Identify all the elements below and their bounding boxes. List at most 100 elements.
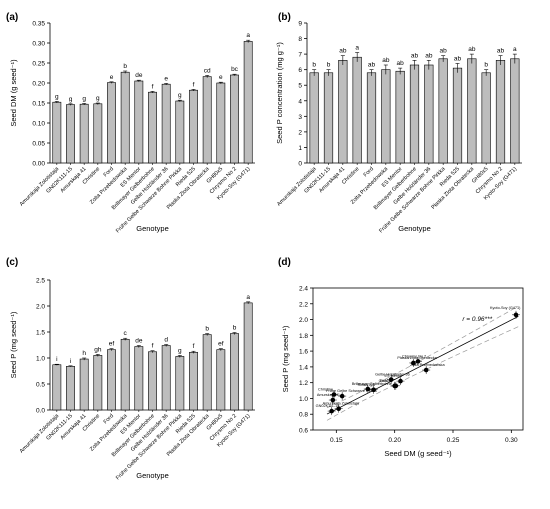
significance-letter: i [56, 356, 57, 363]
significance-letter: b [312, 62, 316, 69]
significance-letter: e [110, 74, 114, 81]
point-label: Gelbe Holzländer 36 [375, 373, 410, 377]
significance-letter: b [484, 62, 488, 69]
y-axis-title: Seed P (mg seed⁻¹) [9, 311, 18, 378]
significance-letter: a [513, 46, 517, 53]
significance-letter: a [246, 32, 250, 39]
bar [189, 89, 198, 164]
bar [309, 72, 319, 164]
y-tick-label: 0.35 [32, 21, 45, 28]
panel-b-label: (b) [278, 12, 291, 23]
y-tick-label: 5 [298, 83, 302, 90]
bar [338, 60, 348, 164]
y-tick-label: 1.4 [299, 364, 308, 371]
significance-letter: g [82, 95, 86, 102]
significance-letter: ab [497, 48, 505, 55]
significance-letter: a [355, 45, 359, 52]
x-axis-title: Genotype [398, 224, 431, 233]
bar [243, 41, 253, 164]
significance-letter: d [164, 336, 168, 343]
point-label: ES Mentor [385, 374, 404, 378]
x-axis-title: Seed DM (g seed⁻¹) [384, 449, 452, 458]
y-tick-label: 0.00 [32, 161, 45, 168]
x-axis-title: Genotype [136, 224, 169, 233]
y-tick-label: 0.30 [32, 41, 45, 48]
data-point [329, 408, 334, 414]
x-tick-label: 0.15 [330, 437, 343, 444]
x-axis-title: Genotype [136, 471, 169, 480]
bar [134, 80, 144, 164]
bar [79, 103, 89, 164]
y-tick-label: 4 [298, 98, 302, 105]
y-tick-label: 0.0 [36, 408, 45, 415]
significance-letter: f [152, 343, 154, 350]
bar [161, 345, 171, 411]
data-point [339, 393, 345, 399]
data-point [411, 360, 416, 366]
significance-letter: g [96, 95, 100, 102]
y-tick-label: 0.10 [32, 121, 45, 128]
bar [216, 349, 226, 411]
y-tick-label: 2 [298, 129, 302, 136]
significance-letter: b [123, 63, 127, 70]
bar [175, 100, 185, 164]
bar [323, 72, 334, 164]
point-label: Christine [318, 388, 333, 392]
bar [438, 58, 448, 164]
point-label: Amurskaja 41 [317, 393, 340, 397]
significance-letter: ab [454, 55, 462, 62]
data-point [330, 397, 336, 403]
significance-letter: c [124, 330, 128, 337]
point-label: Brillmayer Gelberbohne [352, 382, 392, 386]
panel-a-label: (a) [6, 12, 18, 23]
x-tick-label: Ford [363, 166, 375, 178]
bar [216, 82, 226, 164]
significance-letter: bc [231, 66, 239, 73]
bar [134, 346, 144, 411]
y-tick-label: 2.5 [36, 278, 45, 285]
bar [381, 69, 391, 164]
y-tick-label: 1.5 [36, 330, 45, 337]
panel-a: (a) 0.000.050.100.150.200.250.300.35gAmu… [6, 12, 255, 234]
bar [452, 67, 463, 164]
bar [175, 356, 185, 411]
regression-line [326, 316, 519, 415]
significance-letter: b [327, 62, 331, 69]
data-point [415, 359, 421, 364]
y-tick-label: 2.2 [299, 301, 308, 308]
significance-letter: f [193, 81, 195, 88]
significance-letter: i [70, 358, 71, 365]
data-point [331, 392, 337, 397]
y-tick-label: 0 [298, 161, 302, 168]
bar [395, 70, 405, 164]
data-point [392, 383, 397, 389]
x-tick-label: 0.25 [447, 437, 460, 444]
y-tick-label: 8 [298, 36, 302, 43]
bar [495, 60, 506, 164]
significance-letter: cd [204, 67, 211, 74]
data-point [398, 378, 403, 384]
y-tick-label: 0.8 [299, 412, 308, 419]
x-tick-label: 0.30 [505, 437, 518, 444]
significance-letter: ef [218, 341, 224, 348]
point-label: Ford [380, 379, 388, 383]
y-tick-label: 0.5 [36, 382, 45, 389]
y-tick-label: 1.0 [299, 396, 308, 403]
panel-d-label: (d) [278, 257, 291, 268]
point-label: Płaska Zlota Obratecka [397, 356, 437, 360]
significance-letter: f [152, 83, 154, 90]
significance-letter: b [233, 325, 237, 332]
significance-letter: ab [339, 48, 347, 55]
bar [79, 358, 89, 411]
bar [243, 302, 253, 411]
bar [230, 333, 239, 411]
plot-frame [312, 287, 524, 431]
bar [93, 103, 103, 164]
data-point [336, 406, 341, 412]
bar [189, 351, 198, 411]
bar [202, 334, 212, 411]
y-tick-label: 1.0 [36, 356, 45, 363]
y-axis-title: Seed P concentration (mg g⁻¹) [275, 42, 284, 144]
